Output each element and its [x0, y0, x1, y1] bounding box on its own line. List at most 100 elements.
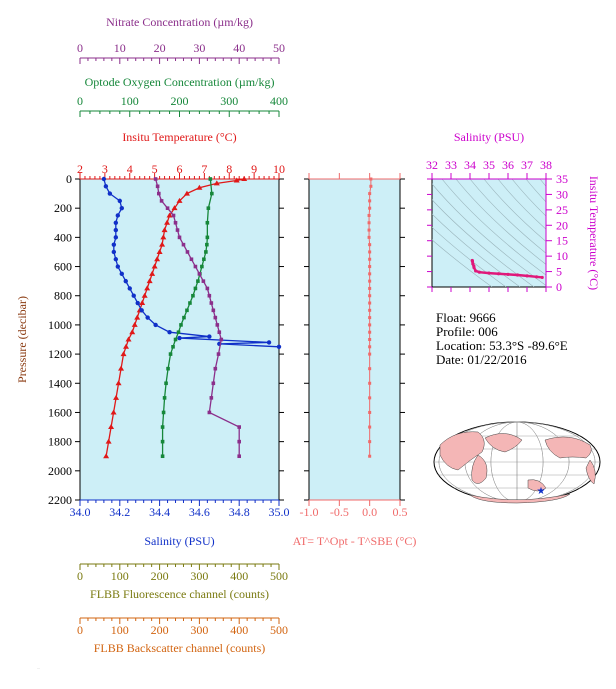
- temperature-point: [164, 219, 171, 225]
- ts-y-tick-label: 25: [556, 203, 568, 217]
- salinity-point: [207, 334, 212, 339]
- temperature-tick-label: 4: [127, 162, 133, 176]
- ts-contour: [525, 179, 546, 203]
- oxygen-point: [179, 323, 183, 327]
- map-landmass: [585, 459, 596, 485]
- salinity-point: [111, 242, 117, 247]
- pressure-tick-label: 1000: [48, 318, 72, 332]
- delta-t-point: [369, 177, 373, 181]
- temperature-point: [108, 424, 115, 430]
- temperature-line: [105, 178, 245, 457]
- temperature-point: [241, 176, 248, 181]
- delta-t-point: [368, 396, 372, 400]
- oxygen-point: [196, 279, 200, 283]
- salinity-point: [113, 220, 119, 225]
- nitrate-point: [209, 396, 214, 400]
- delta-t-point: [368, 316, 372, 320]
- ts-point: [487, 271, 491, 275]
- salinity-point: [153, 322, 158, 328]
- ts-contour: [432, 239, 493, 287]
- ts-point: [540, 275, 544, 280]
- ts-x-tick-label: 35: [483, 158, 495, 172]
- delta-t-point: [368, 243, 372, 247]
- delta-t-point: [368, 308, 372, 312]
- temperature-point: [161, 227, 168, 233]
- salinity-point: [119, 205, 124, 211]
- nitrate-point: [213, 366, 218, 371]
- nitrate-point: [201, 279, 206, 283]
- pressure-tick-label: 200: [54, 201, 72, 215]
- nitrate-point: [157, 191, 161, 196]
- nitrate-point: [197, 272, 202, 276]
- temperature-point: [115, 380, 122, 386]
- salinity-tick-label: 34.2: [109, 505, 130, 519]
- ts-panel-frame: [431, 178, 547, 288]
- oxygen-point: [171, 344, 175, 349]
- salinity-point: [266, 340, 272, 345]
- salinity-tick-label: 35.0: [269, 505, 290, 519]
- temperature-tick-label: 3: [102, 162, 108, 176]
- ts-y-tick-label: 20: [556, 218, 568, 232]
- salinity-point: [107, 191, 113, 196]
- oxygen-axis-title: Optode Oxygen Concentration (µm/kg): [85, 75, 275, 89]
- nitrate-point: [219, 337, 224, 342]
- delta-t-point: [367, 221, 371, 225]
- delta-t-point: [368, 192, 372, 196]
- delta-t-tick-label: 0.0: [362, 505, 377, 519]
- temperature-point: [134, 314, 141, 320]
- temperature-point: [166, 212, 173, 218]
- temperature-point: [213, 180, 220, 186]
- delta-t-tick-label: -1.0: [300, 505, 319, 519]
- oxygen-point: [166, 366, 170, 371]
- ts-x-axis-title: Salinity (PSU): [454, 130, 524, 144]
- backscatter-axis-title: FLBB Backscatter channel (counts): [94, 641, 266, 655]
- temperature-tick-label: 10: [273, 162, 285, 176]
- backscatter-tick-label: 100: [111, 623, 129, 637]
- temperature-point: [156, 248, 163, 254]
- ts-contour: [610, 179, 616, 287]
- ts-x-tick-label: 33: [445, 158, 457, 172]
- map-landmass: [469, 493, 571, 504]
- salinity-point: [113, 235, 119, 240]
- ts-point: [534, 275, 539, 279]
- ts-x-tick-label: 36: [502, 158, 514, 172]
- ts-y-tick-label: 15: [556, 234, 568, 248]
- delta-t-point: [368, 250, 372, 254]
- location-map: ★: [433, 421, 601, 504]
- temperature-point: [131, 321, 138, 327]
- pressure-tick-label: 1400: [48, 376, 72, 390]
- oxygen-point: [160, 439, 165, 444]
- salinity-point: [115, 213, 121, 218]
- temperature-tick-label: 8: [226, 162, 232, 176]
- pressure-tick-label: 2200: [48, 493, 72, 507]
- fluorescence-tick-label: 100: [111, 569, 129, 583]
- backscatter-tick-label: 400: [230, 623, 248, 637]
- temperature-point: [183, 190, 190, 196]
- salinity-axis-title: Salinity (PSU): [144, 534, 214, 548]
- salinity-point: [119, 271, 124, 277]
- salinity-point: [131, 293, 136, 298]
- delta-t-point: [368, 454, 372, 458]
- temperature-point: [233, 177, 240, 183]
- nitrate-point: [153, 177, 158, 181]
- delta-t-tick-label: -0.5: [330, 505, 349, 519]
- temperature-point: [118, 365, 125, 371]
- pressure-tick-label: 2000: [48, 464, 72, 478]
- oxygen-point: [160, 425, 165, 429]
- temperature-point: [196, 184, 203, 190]
- delta-t-point: [368, 410, 372, 414]
- salinity-point: [117, 198, 123, 204]
- delta-t-point: [369, 184, 373, 188]
- oxygen-tick-label: 0: [77, 94, 83, 108]
- temperature-point: [103, 453, 110, 459]
- nitrate-point: [173, 220, 178, 225]
- temperature-tick-label: 2: [77, 162, 83, 176]
- nitrate-point: [209, 301, 214, 305]
- nitrate-tick-label: 20: [154, 41, 166, 55]
- nitrate-point: [159, 199, 164, 203]
- pressure-tick-label: 1800: [48, 435, 72, 449]
- ts-y-tick-label: 5: [556, 265, 562, 279]
- pressure-axis-label: Pressure (decibar): [15, 296, 29, 383]
- ts-y-axis-title: Insitu Temperature (°C): [587, 176, 601, 290]
- footer-note: …: [37, 666, 40, 670]
